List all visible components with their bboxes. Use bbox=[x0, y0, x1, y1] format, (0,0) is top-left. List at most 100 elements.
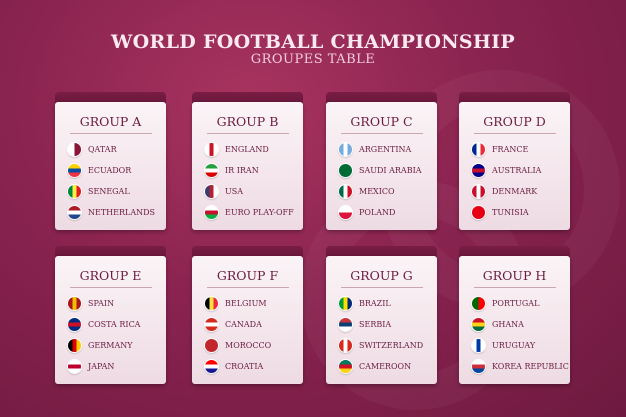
team-row: FRANCE bbox=[459, 139, 570, 160]
group-card: GROUP A QATAR ECUADOR SENEGAL NETHERLANDS bbox=[55, 92, 166, 230]
flag-icon bbox=[68, 360, 81, 373]
team-name: ECUADOR bbox=[88, 166, 132, 175]
team-name: SWITZERLAND bbox=[359, 341, 424, 350]
team-name: AUSTRALIA bbox=[492, 166, 542, 175]
team-row: SERBIA bbox=[326, 314, 437, 335]
team-name: PORTUGAL bbox=[492, 299, 540, 308]
flag-icon bbox=[68, 339, 81, 352]
flag-icon bbox=[68, 206, 81, 219]
team-row: PORTUGAL bbox=[459, 293, 570, 314]
team-row: CANADA bbox=[192, 314, 303, 335]
divider bbox=[206, 287, 289, 288]
team-row: SWITZERLAND bbox=[326, 335, 437, 356]
flag-icon bbox=[205, 297, 218, 310]
flag-icon bbox=[68, 318, 81, 331]
team-name: NETHERLANDS bbox=[88, 208, 155, 217]
team-name: MEXICO bbox=[359, 187, 395, 196]
team-row: SAUDI ARABIA bbox=[326, 160, 437, 181]
team-row: SPAIN bbox=[55, 293, 166, 314]
divider bbox=[473, 133, 556, 134]
team-row: CAMEROON bbox=[326, 356, 437, 377]
flag-icon bbox=[68, 185, 81, 198]
flag-icon bbox=[68, 297, 81, 310]
team-name: POLAND bbox=[359, 208, 396, 217]
flag-icon bbox=[205, 185, 218, 198]
page-title: WORLD FOOTBALL CHAMPIONSHIP bbox=[111, 31, 515, 53]
flag-icon bbox=[205, 318, 218, 331]
flag-icon bbox=[68, 143, 81, 156]
card-body: GROUP A QATAR ECUADOR SENEGAL NETHERLANDS bbox=[55, 102, 166, 230]
flag-icon bbox=[472, 164, 485, 177]
team-row: BRAZIL bbox=[326, 293, 437, 314]
team-row: BELGIUM bbox=[192, 293, 303, 314]
team-row: EURO PLAY-OFF bbox=[192, 202, 303, 223]
team-row: ENGLAND bbox=[192, 139, 303, 160]
divider bbox=[340, 287, 423, 288]
flag-icon bbox=[339, 185, 352, 198]
divider bbox=[473, 287, 556, 288]
group-card: GROUP F BELGIUM CANADA MOROCCO CROATIA bbox=[192, 246, 303, 384]
team-row: MOROCCO bbox=[192, 335, 303, 356]
team-name: URUGUAY bbox=[492, 341, 536, 350]
team-row: CROATIA bbox=[192, 356, 303, 377]
card-body: GROUP E SPAIN COSTA RICA GERMANY JAPAN bbox=[55, 256, 166, 384]
team-name: JAPAN bbox=[88, 362, 115, 371]
card-body: GROUP G BRAZIL SERBIA SWITZERLAND CAMEROON bbox=[326, 256, 437, 384]
team-name: EURO PLAY-OFF bbox=[225, 208, 294, 217]
team-name: SAUDI ARABIA bbox=[359, 166, 422, 175]
group-name: GROUP A bbox=[79, 114, 142, 129]
page-subtitle: GROUPES TABLE bbox=[250, 52, 376, 67]
card-body: GROUP H PORTUGAL GHANA URUGUAY KOREA REPUBLI… bbox=[459, 256, 570, 384]
team-row: GERMANY bbox=[55, 335, 166, 356]
team-row: DENMARK bbox=[459, 181, 570, 202]
flag-icon bbox=[472, 339, 485, 352]
team-row: ARGENTINA bbox=[326, 139, 437, 160]
flag-icon bbox=[339, 143, 352, 156]
team-row: JAPAN bbox=[55, 356, 166, 377]
team-row: COSTA RICA bbox=[55, 314, 166, 335]
flag-icon bbox=[68, 164, 81, 177]
group-card: GROUP G BRAZIL SERBIA SWITZERLAND CAMEROON bbox=[326, 246, 437, 384]
team-name: QATAR bbox=[88, 145, 117, 154]
flag-icon bbox=[339, 360, 352, 373]
group-name: GROUP G bbox=[350, 268, 413, 283]
group-card: GROUP H PORTUGAL GHANA URUGUAY KOREA REPUBLI… bbox=[459, 246, 570, 384]
team-name: MOROCCO bbox=[225, 341, 272, 350]
group-name: GROUP D bbox=[483, 114, 546, 129]
flag-icon bbox=[339, 318, 352, 331]
team-name: FRANCE bbox=[492, 145, 529, 154]
team-name: CANADA bbox=[225, 320, 262, 329]
team-name: KOREA REPUBLIC bbox=[492, 362, 569, 371]
group-card: GROUP B ENGLAND IR IRAN USA EURO PLAY-OFF bbox=[192, 92, 303, 230]
team-name: TUNISIA bbox=[492, 208, 529, 217]
group-name: GROUP C bbox=[350, 114, 413, 129]
flag-icon bbox=[339, 164, 352, 177]
flag-icon bbox=[472, 360, 485, 373]
divider bbox=[340, 133, 423, 134]
team-name: USA bbox=[225, 187, 243, 196]
flag-icon bbox=[472, 143, 485, 156]
team-row: KOREA REPUBLIC bbox=[459, 356, 570, 377]
divider bbox=[69, 133, 152, 134]
card-body: GROUP D FRANCE AUSTRALIA DENMARK TUNISIA bbox=[459, 102, 570, 230]
team-row: NETHERLANDS bbox=[55, 202, 166, 223]
team-row: SENEGAL bbox=[55, 181, 166, 202]
team-name: IR IRAN bbox=[225, 166, 259, 175]
flag-icon bbox=[339, 339, 352, 352]
team-name: COSTA RICA bbox=[88, 320, 141, 329]
team-row: TUNISIA bbox=[459, 202, 570, 223]
team-name: SPAIN bbox=[88, 299, 115, 308]
team-name: CROATIA bbox=[225, 362, 264, 371]
team-name: SENEGAL bbox=[88, 187, 130, 196]
team-name: ENGLAND bbox=[225, 145, 269, 154]
flag-icon bbox=[472, 185, 485, 198]
flag-icon bbox=[205, 143, 218, 156]
flag-icon bbox=[205, 339, 218, 352]
card-body: GROUP F BELGIUM CANADA MOROCCO CROATIA bbox=[192, 256, 303, 384]
team-name: DENMARK bbox=[492, 187, 538, 196]
flag-icon bbox=[472, 297, 485, 310]
team-row: POLAND bbox=[326, 202, 437, 223]
flag-icon bbox=[339, 297, 352, 310]
flag-icon bbox=[339, 206, 352, 219]
team-name: GERMANY bbox=[88, 341, 133, 350]
